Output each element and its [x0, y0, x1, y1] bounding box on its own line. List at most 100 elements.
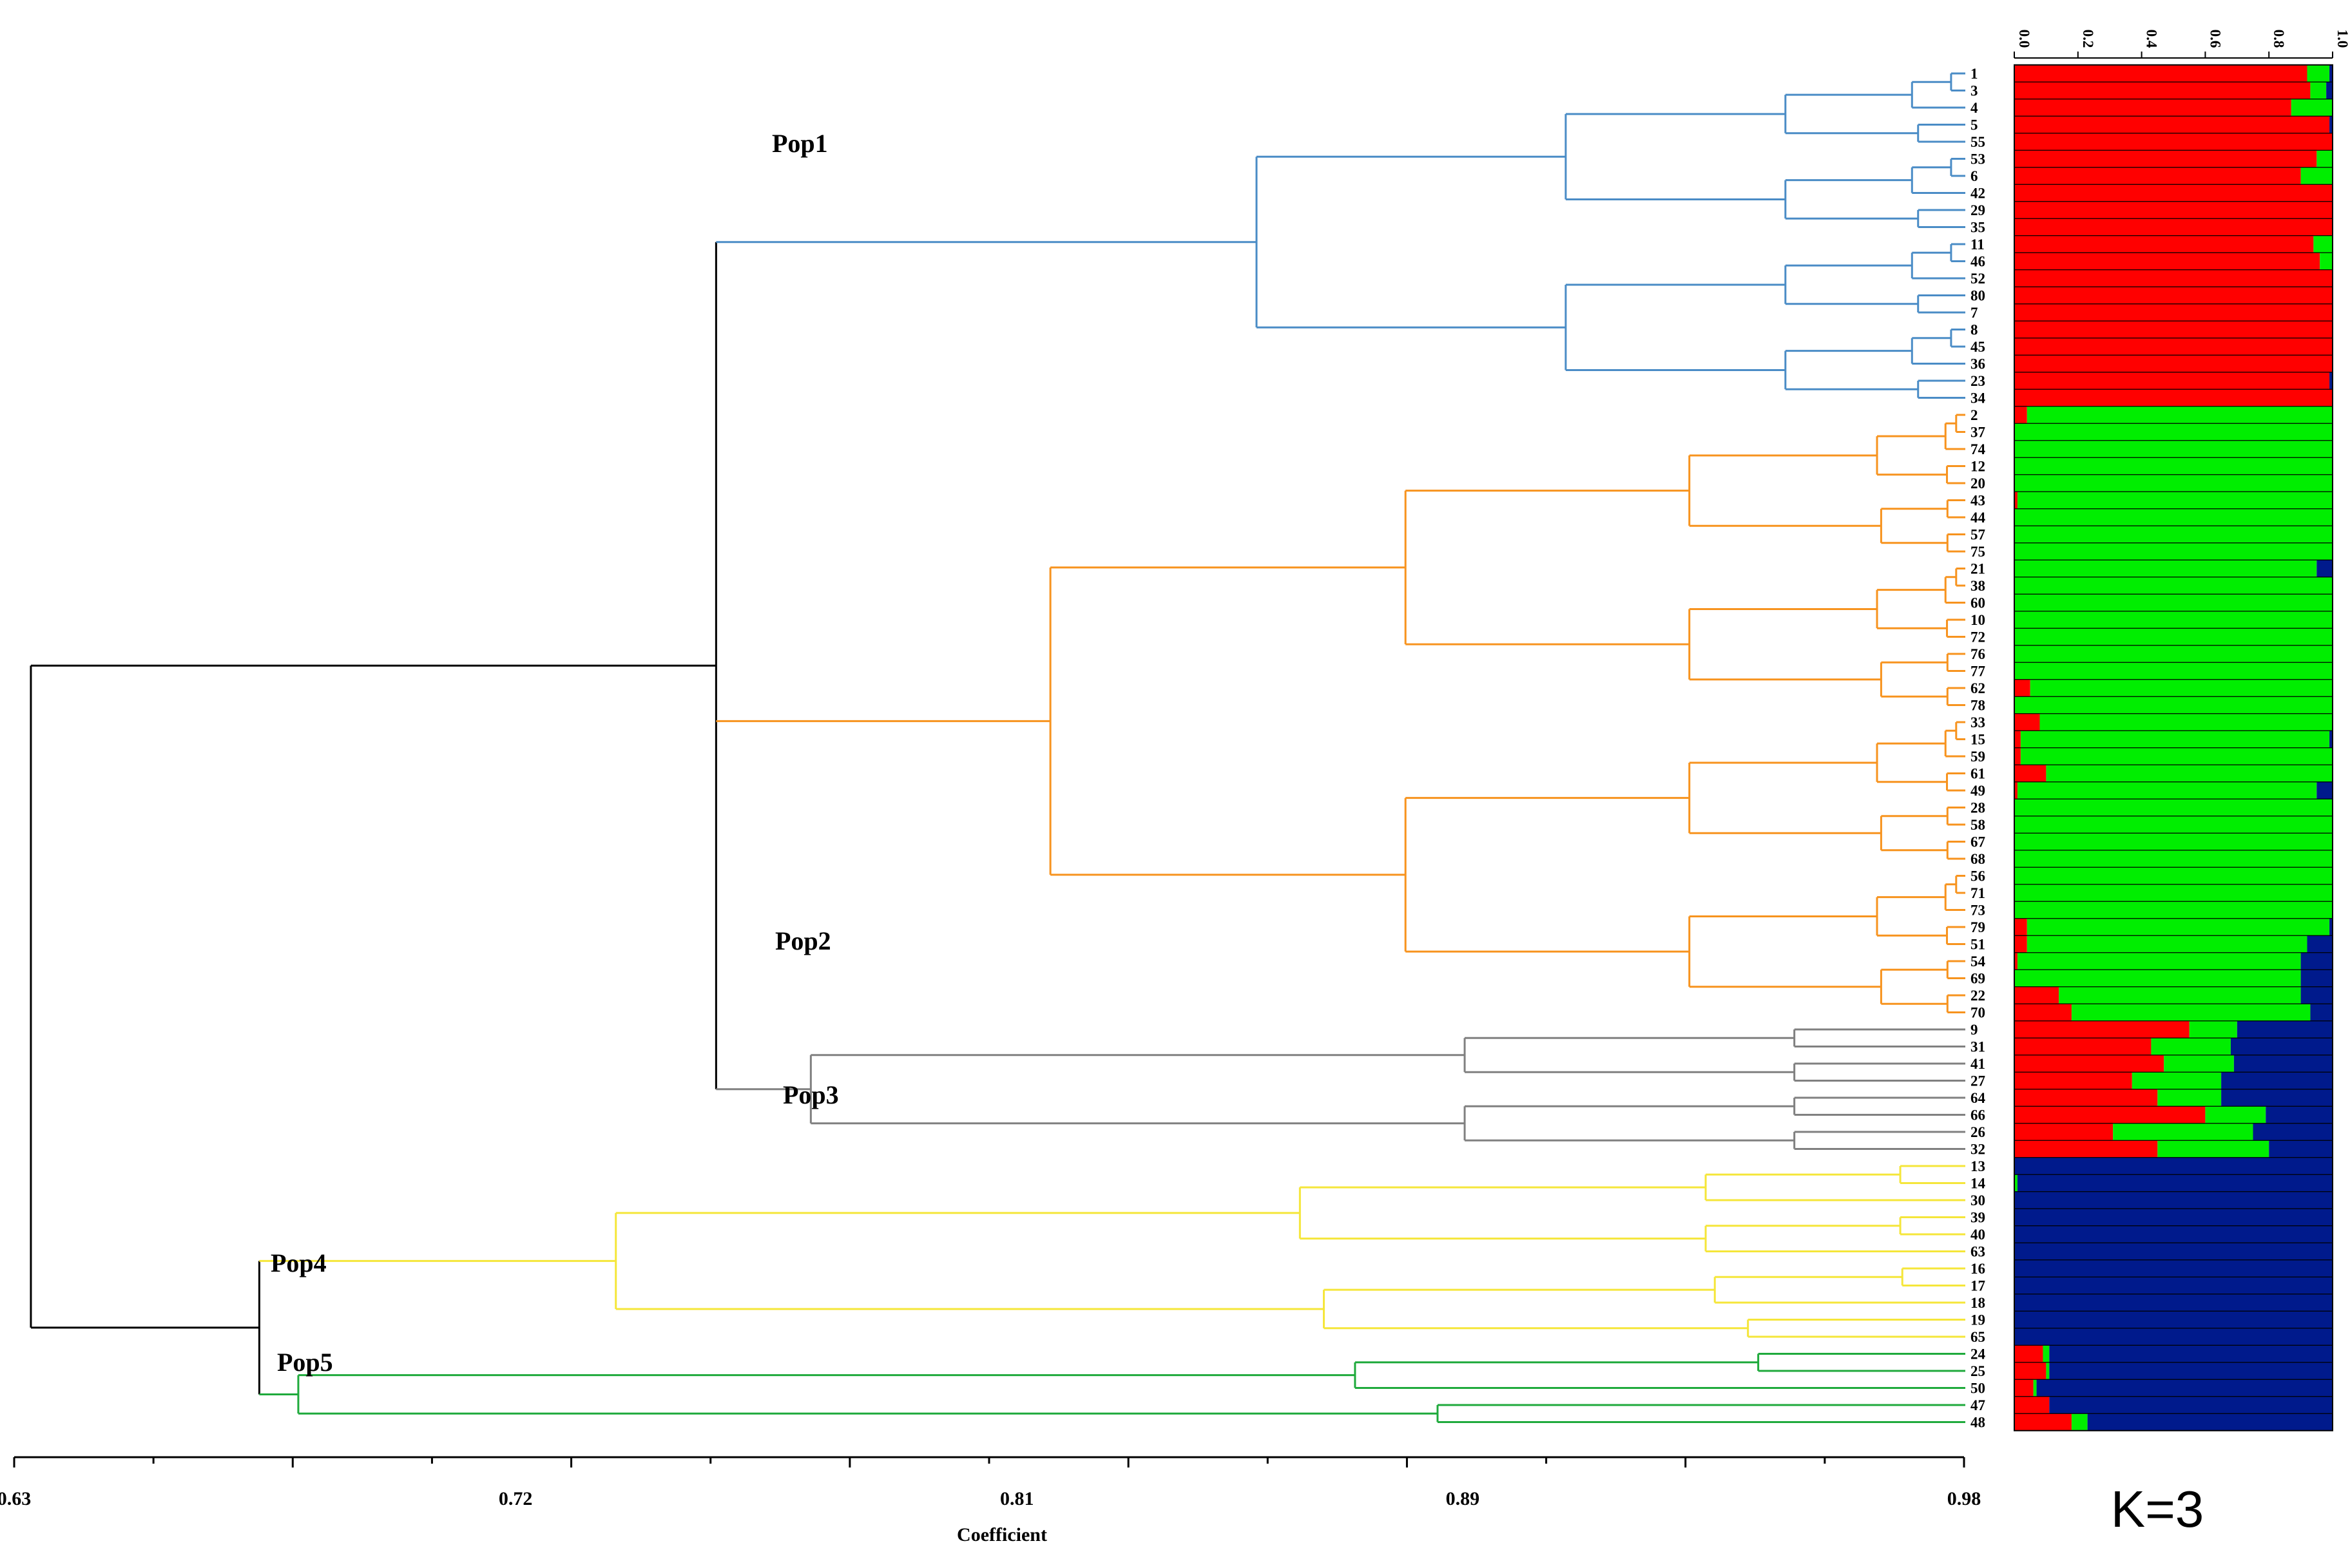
ancestry-tick-label: 0.8	[2271, 30, 2287, 48]
ancestry-segment-green	[2014, 867, 2333, 884]
ancestry-segment-green	[2046, 765, 2333, 782]
ancestry-segment-red	[2014, 1413, 2072, 1431]
leaf-label: 16	[1970, 1261, 1985, 1277]
ancestry-segment-blue	[2014, 1225, 2333, 1243]
leaf-label: 44	[1970, 510, 1986, 526]
leaf-label: 26	[1970, 1124, 1985, 1140]
leaf-label: 3	[1970, 83, 1978, 99]
ancestry-segment-blue	[2014, 1191, 2333, 1209]
ancestry-segment-green	[2014, 628, 2333, 645]
ancestry-segment-red	[2014, 235, 2314, 253]
leaf-label: 6	[1970, 168, 1978, 184]
ancestry-segment-blue	[2014, 1243, 2333, 1260]
ancestry-segment-green	[2205, 1106, 2266, 1123]
ancestry-segment-green	[2164, 1055, 2234, 1073]
leaf-label: 32	[1970, 1142, 1985, 1158]
ancestry-segment-red	[2014, 253, 2320, 270]
leaf-label: 70	[1970, 1005, 1985, 1021]
leaf-label: 10	[1970, 612, 1985, 628]
cluster-label-pop4: Pop4	[271, 1248, 327, 1277]
leaf-label: 9	[1970, 1022, 1978, 1038]
ancestry-segment-green	[2027, 406, 2333, 424]
leaf-label: 22	[1970, 988, 1985, 1004]
ancestry-segment-red	[2014, 287, 2333, 304]
cluster-label-pop1: Pop1	[772, 129, 828, 158]
ancestry-segment-red	[2014, 935, 2027, 953]
ancestry-segment-red	[2014, 167, 2301, 185]
ancestry-segment-green	[2030, 679, 2333, 697]
ancestry-segment-blue	[2014, 1328, 2333, 1346]
leaf-label: 13	[1970, 1158, 1985, 1174]
ancestry-segment-green	[2071, 1004, 2311, 1021]
leaf-label: 36	[1970, 356, 1985, 372]
ancestry-tick-label: 0.4	[2144, 30, 2160, 48]
leaf-label: 66	[1970, 1107, 1985, 1123]
ancestry-segment-red	[2014, 713, 2040, 731]
leaf-label: 72	[1970, 629, 1985, 645]
ancestry-segment-green	[2020, 731, 2330, 748]
ancestry-segment-green	[2014, 423, 2333, 441]
leaf-label: 60	[1970, 595, 1985, 611]
ancestry-segment-red	[2014, 1020, 2190, 1038]
ancestry-segment-blue	[2014, 1209, 2333, 1226]
ancestry-segment-red	[2014, 201, 2333, 219]
leaf-label: 67	[1970, 834, 1985, 850]
leaf-label: 78	[1970, 698, 1985, 714]
ancestry-segment-red	[2014, 1362, 2047, 1380]
ancestry-segment-red	[2014, 406, 2027, 424]
ancestry-segment-blue	[2014, 1277, 2333, 1294]
ancestry-segment-green	[2151, 1038, 2231, 1055]
ancestry-segment-blue	[2049, 1345, 2333, 1362]
ancestry-segment-red	[2014, 150, 2317, 167]
leaf-label: 43	[1970, 493, 1985, 509]
ancestry-segment-red	[2014, 731, 2021, 748]
ancestry-segment-blue	[2049, 1362, 2333, 1380]
leaf-label: 8	[1970, 322, 1978, 338]
ancestry-segment-green	[2014, 474, 2333, 492]
ancestry-segment-green	[2189, 1020, 2237, 1038]
leaf-label: 5	[1970, 117, 1978, 133]
coefficient-tick-label: 0.81	[1000, 1488, 1034, 1509]
ancestry-segment-green	[2059, 986, 2301, 1004]
ancestry-segment-green	[2014, 542, 2333, 560]
ancestry-tick-label: 1.0	[2335, 30, 2350, 48]
leaf-label: 65	[1970, 1329, 1985, 1345]
ancestry-segment-blue	[2300, 952, 2333, 970]
ancestry-tick-label: 0.2	[2080, 30, 2096, 48]
ancestry-segment-green	[2014, 901, 2333, 919]
leaf-label: 1	[1970, 66, 1978, 82]
leaf-label: 58	[1970, 817, 1985, 833]
leaf-label: 56	[1970, 868, 1985, 884]
leaf-label: 75	[1970, 544, 1985, 560]
ancestry-segment-red	[2014, 781, 2018, 799]
ancestry-segment-red	[2014, 765, 2047, 782]
ancestry-segment-red	[2014, 492, 2018, 509]
leaf-label: 35	[1970, 220, 1985, 236]
leaf-label: 30	[1970, 1192, 1985, 1209]
k-value-label: K=3	[2111, 1480, 2204, 1538]
ancestry-segment-green	[2043, 1345, 2050, 1362]
ancestry-segment-green	[2014, 440, 2333, 458]
ancestry-segment-green	[2014, 799, 2333, 816]
ancestry-segment-red	[2014, 99, 2291, 117]
leaf-label: 24	[1970, 1346, 1986, 1362]
cluster-labels: Pop1 Pop2 Pop3 Pop4 Pop5	[271, 129, 839, 1377]
ancestry-segment-green	[2020, 747, 2333, 765]
ancestry-segment-blue	[2017, 1174, 2333, 1192]
ancestry-segment-blue	[2326, 82, 2333, 99]
ancestry-segment-red	[2014, 1140, 2158, 1158]
ancestry-segment-blue	[2221, 1072, 2333, 1089]
ancestry-segment-blue	[2087, 1413, 2333, 1431]
ancestry-segment-red	[2014, 1123, 2114, 1141]
leaf-label: 41	[1970, 1056, 1985, 1072]
ancestry-segment-red	[2014, 747, 2021, 765]
ancestry-segment-green	[2027, 918, 2330, 936]
ancestry-segment-red	[2014, 355, 2333, 372]
ancestry-segment-blue	[2300, 986, 2333, 1004]
ancestry-segment-green	[2300, 167, 2333, 185]
leaf-label: 15	[1970, 732, 1985, 748]
ancestry-segment-blue	[2221, 1089, 2333, 1107]
cluster-label-pop2: Pop2	[775, 926, 831, 955]
ancestry-segment-red	[2014, 372, 2330, 390]
